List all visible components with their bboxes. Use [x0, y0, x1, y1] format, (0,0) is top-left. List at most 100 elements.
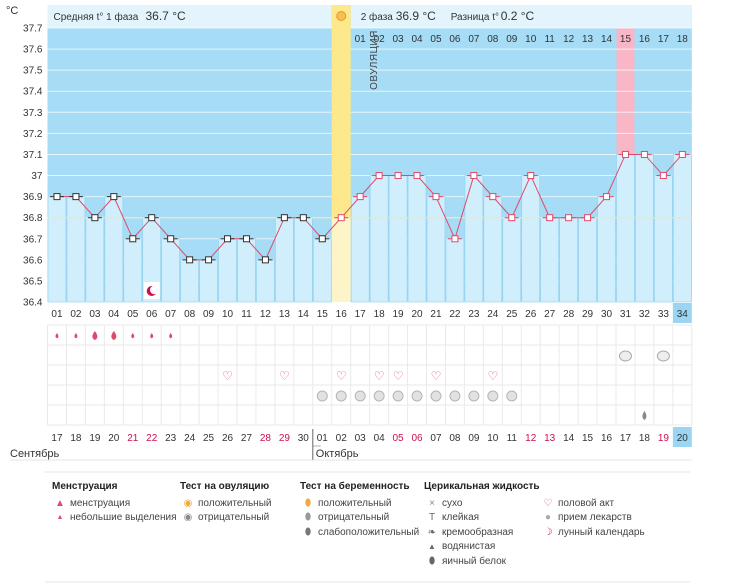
day-number: 03: [89, 309, 101, 320]
phase2-day-cell: [578, 28, 597, 48]
temp-marker: [337, 214, 345, 222]
temperature-bar: [104, 196, 124, 303]
calendar-date: 12: [525, 433, 537, 444]
menstruation-drop-icon: [74, 333, 78, 339]
day-number: 14: [298, 309, 310, 320]
legend-item: ☽ лунный календарь: [540, 526, 645, 541]
temperature-line: [56, 153, 683, 261]
phase2-avg-value: 36.9 °C: [396, 9, 436, 23]
phase2-day-label: 04: [411, 34, 423, 45]
day-number: 16: [336, 309, 348, 320]
phase2-day-label: 02: [374, 34, 386, 45]
legend-label: лунный календарь: [558, 526, 645, 538]
phase2-day-cell: [559, 28, 578, 48]
sun-negative-icon: ◉: [183, 512, 193, 523]
sticky-icon: T: [428, 512, 436, 523]
temp-marker: [603, 193, 611, 201]
temperature-bar: [256, 259, 275, 303]
temperature-bar: [635, 154, 654, 303]
calendar-date: 21: [127, 433, 139, 444]
calendar-date: 28: [260, 433, 272, 444]
y-axis-unit: °C: [6, 5, 18, 17]
phase2-day-label: 17: [658, 34, 670, 45]
y-tick-label: 37: [31, 171, 43, 182]
sun-positive-icon: ◉: [183, 497, 193, 509]
temp-marker: [413, 172, 421, 180]
calendar-date: 11: [507, 433, 518, 444]
phase2-day-cell: [673, 28, 692, 48]
temperature-bar: [275, 217, 294, 303]
day-number: 08: [184, 309, 196, 320]
phase2-day-cell: [521, 28, 540, 48]
temp-marker: [110, 193, 118, 201]
y-tick-label: 37.1: [23, 150, 43, 161]
legend-ovulation-test: Тест на овуляцию ◉ положительный ◉ отрицат…: [180, 480, 271, 526]
phase2-day-cell: [464, 28, 483, 48]
heart-icon: ♡: [279, 369, 290, 383]
pill-icon: [449, 390, 461, 402]
current-date-cell: [672, 427, 692, 447]
legend-menstruation: Менструация ▲ менструация ▲ небольшие выде…: [52, 480, 177, 526]
temp-marker: [224, 235, 232, 243]
phase2-day-label: 09: [506, 34, 518, 45]
legend-label: слабоположительный: [318, 526, 420, 538]
temp-marker: [261, 256, 269, 264]
day-number: 20: [411, 309, 423, 320]
phase2-day-cell: [654, 28, 673, 48]
temp-marker: [489, 193, 497, 201]
temp-marker: [527, 172, 535, 180]
calendar-date: 22: [146, 433, 158, 444]
calendar-date: 26: [222, 433, 234, 444]
phase2-day-label: 18: [677, 34, 689, 45]
pregnancy-test-icon: [618, 350, 632, 362]
pill-icon: [411, 390, 423, 402]
temp-marker: [205, 256, 213, 264]
y-tick-label: 37.5: [23, 66, 43, 77]
pill-icon: [430, 390, 442, 402]
temperature-bar: [578, 217, 597, 303]
heart-icon: ♡: [487, 369, 498, 383]
temp-marker: [242, 235, 250, 243]
legend-item: ▲ водянистая: [424, 540, 540, 555]
highlight-column: [616, 48, 635, 155]
legend-label: клейкая: [442, 512, 480, 523]
calendar-date: 27: [241, 433, 253, 444]
day-number: 32: [639, 309, 651, 320]
day-number: 05: [127, 309, 139, 320]
temperature-bar: [350, 196, 370, 303]
calendar-date: 01: [317, 433, 329, 444]
pill-icon: [392, 390, 404, 402]
drop-light-icon: ▲: [56, 514, 64, 521]
temperature-bar: [426, 196, 446, 303]
calendar-date: 19: [89, 433, 101, 444]
legend-label: кремообразная: [442, 526, 514, 538]
legend-label: яичный белок: [442, 555, 507, 567]
day-number: 12: [260, 309, 272, 320]
temp-marker: [72, 193, 80, 201]
temperature-bar: [180, 259, 199, 303]
temperature-bar: [199, 259, 218, 303]
temp-marker: [584, 214, 592, 222]
day-number: 19: [393, 309, 405, 320]
phase2-day-cell: [351, 28, 370, 48]
phase2-day-cell: [635, 28, 654, 48]
temperature-bar: [237, 238, 256, 303]
diff-value: 0.2 °C: [501, 9, 535, 23]
ovulation-label: ОВУЛЯЦИЯ: [369, 30, 380, 90]
moon-icon: ☽: [543, 526, 553, 538]
pill-icon: [468, 390, 480, 402]
ovulation-column: [331, 5, 351, 218]
egg-white-icon: ⬮: [428, 555, 436, 567]
temperature-bar: [654, 175, 673, 303]
menstruation-drop-icon: [92, 331, 98, 340]
phase2-day-label: 03: [393, 34, 405, 45]
pill-icon: [335, 390, 347, 402]
heart-icon: ♡: [393, 369, 404, 383]
temp-marker: [53, 193, 61, 201]
day-number: 23: [468, 309, 480, 320]
day-number: 11: [241, 309, 252, 320]
phase2-day-label: 01: [355, 34, 367, 45]
pill-icon: [373, 390, 385, 402]
y-tick-label: 37.6: [23, 45, 43, 56]
